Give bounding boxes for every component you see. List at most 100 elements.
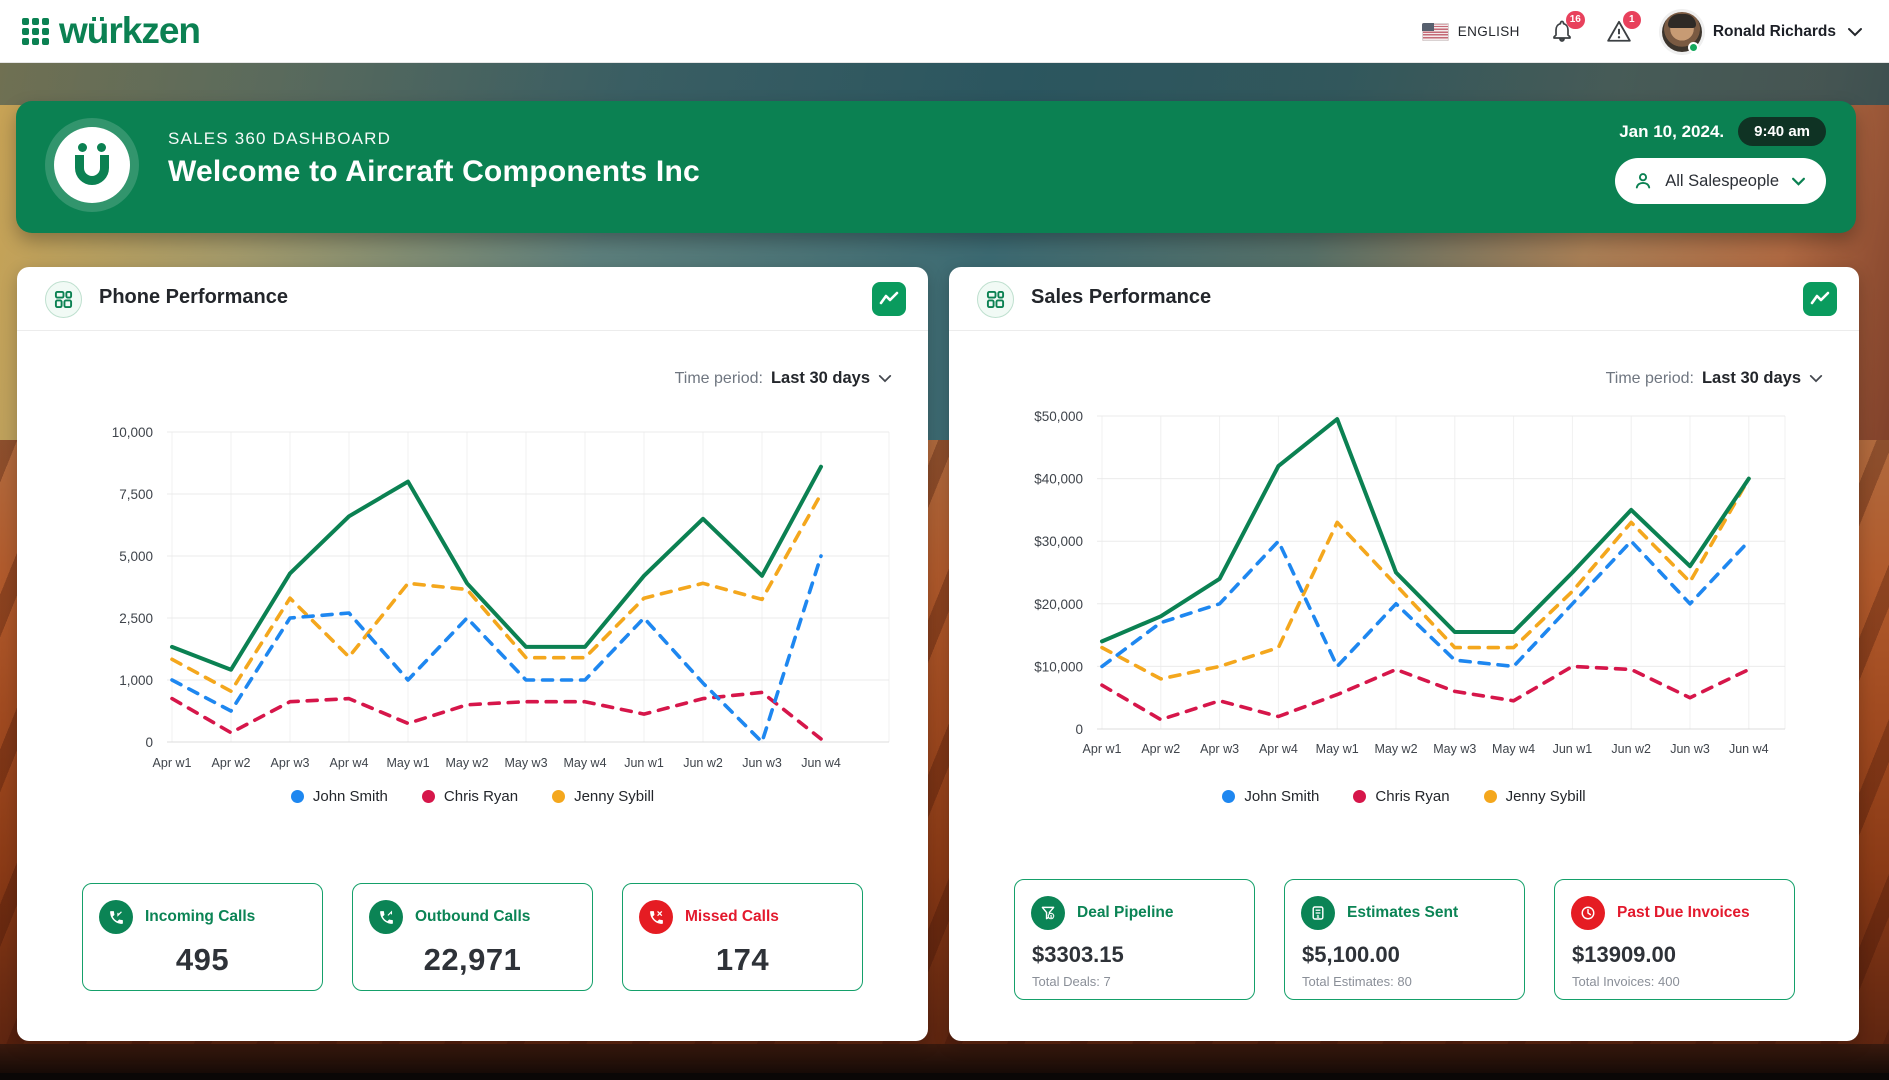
time-period-value: Last 30 days [770, 369, 870, 387]
top-header: würkzen ENGLISH 16 1 [0, 0, 1889, 63]
series-total [1100, 417, 1751, 644]
brand-logo[interactable]: würkzen [22, 12, 201, 50]
legend-item: Chris Ryan [421, 788, 519, 805]
legend-item: Chris Ryan [1353, 788, 1450, 805]
svg-text:10,000: 10,000 [112, 425, 153, 440]
incoming-calls-stat: Incoming Calls 495 [82, 883, 323, 991]
svg-text:$: $ [1317, 914, 1320, 920]
stat-value: 495 [175, 942, 230, 977]
trend-icon [1810, 291, 1830, 305]
svg-text:$20,000: $20,000 [1034, 597, 1083, 612]
time-period-value: Last 30 days [1701, 369, 1801, 387]
legend-dot-icon [552, 790, 566, 803]
background-sky-top [0, 63, 1889, 105]
missed-call-icon [639, 900, 673, 934]
legend-label: John Smith [1244, 788, 1320, 805]
legend-dot-icon [1353, 790, 1367, 803]
stat-label: Missed Calls [685, 908, 779, 925]
legend-label: Chris Ryan [443, 788, 519, 805]
online-status-dot [1687, 41, 1699, 53]
svg-text:Jun w3: Jun w3 [742, 756, 782, 770]
phone-performance-chart: Apr w1 Apr w2 Apr w3 Apr w4 May w1 May w2 May … [112, 425, 890, 770]
card-header: Phone Performance [17, 267, 928, 331]
card-title: Phone Performance [99, 286, 288, 308]
svg-text:$30,000: $30,000 [1034, 534, 1083, 549]
svg-text:Apr w1: Apr w1 [153, 756, 192, 770]
svg-text:Apr w2: Apr w2 [212, 756, 251, 770]
clock-icon [1571, 896, 1605, 930]
stat-label: Outbound Calls [415, 908, 531, 925]
alerts-button[interactable]: 1 [1606, 10, 1641, 45]
bell-icon [1552, 20, 1571, 42]
svg-text:Apr w3: Apr w3 [1200, 742, 1239, 756]
stat-label: Incoming Calls [145, 908, 256, 925]
legend-label: Chris Ryan [1375, 788, 1450, 805]
sales-performance-chart: Apr w1 Apr w2 Apr w3 Apr w4 May w1 May w2 May … [1034, 409, 1786, 756]
banner-eyebrow: SALES 360 DASHBOARD [168, 129, 392, 148]
svg-text:May w4: May w4 [563, 756, 606, 770]
series-chris-ryan [170, 690, 823, 741]
stat-subtext: Total Estimates: 80 [1302, 974, 1412, 989]
dashboard-icon [45, 281, 82, 318]
svg-text:Jun w1: Jun w1 [1553, 742, 1593, 756]
outbound-calls-stat: Outbound Calls 22,971 [352, 883, 593, 991]
chart-view-button[interactable] [872, 282, 906, 316]
us-flag-icon [1421, 22, 1449, 41]
salespeople-filter-button[interactable]: All Salespeople [1615, 158, 1826, 204]
outbound-call-icon [369, 900, 403, 934]
legend-item: Jenny Sybill [1483, 788, 1586, 805]
legend-dot-icon [1483, 790, 1497, 803]
language-selector[interactable]: ENGLISH [1421, 22, 1520, 41]
dashboard-icon [977, 281, 1014, 318]
past-due-invoices-stat: Past Due Invoices $13909.00 Total Invoic… [1554, 879, 1795, 1000]
notifications-badge: 16 [1565, 10, 1585, 29]
header-actions: ENGLISH 16 1 Ronald Richa [1421, 0, 1863, 63]
grid-dots-icon [22, 17, 49, 45]
svg-text:May w2: May w2 [1374, 742, 1417, 756]
svg-text:May w1: May w1 [1316, 742, 1359, 756]
salespeople-filter-label: All Salespeople [1665, 171, 1779, 190]
svg-text:Apr w3: Apr w3 [271, 756, 310, 770]
background-bottom-edge [0, 1073, 1889, 1080]
svg-text:May w3: May w3 [504, 756, 547, 770]
stat-subtext: Total Invoices: 400 [1572, 974, 1680, 989]
time-period-label: Time period: [1605, 369, 1694, 387]
missed-calls-stat: Missed Calls 174 [622, 883, 863, 991]
background-bottom-strip [0, 1044, 1889, 1074]
sales-performance-card: Sales Performance Time period: Last 30 d… [949, 267, 1859, 1041]
svg-text:May w4: May w4 [1492, 742, 1535, 756]
notifications-button[interactable]: 16 [1550, 10, 1585, 45]
series-chris-ryan [1100, 664, 1751, 722]
banner-right: Jan 10, 2024. 9:40 am All Salespeople [1615, 117, 1826, 204]
svg-text:Jun w2: Jun w2 [1611, 742, 1651, 756]
time-period-select[interactable]: Time period: Last 30 days [1606, 369, 1823, 388]
chart-view-button[interactable] [1803, 282, 1837, 316]
svg-text:Apr w4: Apr w4 [330, 756, 369, 770]
legend-label: Jenny Sybill [1505, 788, 1586, 805]
time-period-select[interactable]: Time period: Last 30 days [675, 369, 892, 388]
person-icon [1636, 173, 1651, 189]
svg-text:Jun w4: Jun w4 [1729, 742, 1769, 756]
legend-dot-icon [1222, 790, 1236, 803]
user-menu[interactable]: Ronald Richards [1661, 11, 1863, 53]
svg-text:2,500: 2,500 [119, 611, 153, 626]
svg-text:Jun w2: Jun w2 [683, 756, 723, 770]
chevron-down-icon [1792, 177, 1805, 186]
svg-text:$40,000: $40,000 [1034, 472, 1083, 487]
svg-text:Jun w4: Jun w4 [801, 756, 841, 770]
welcome-banner: SALES 360 DASHBOARD Welcome to Aircraft … [16, 101, 1856, 233]
stat-label: Deal Pipeline [1077, 904, 1174, 921]
legend-item: John Smith [1222, 788, 1319, 805]
chart-legend: John Smith Chris Ryan Jenny Sybill [949, 788, 1859, 805]
series-total [170, 464, 823, 672]
svg-text:May w3: May w3 [1433, 742, 1476, 756]
current-date: Jan 10, 2024. [1619, 121, 1725, 141]
estimates-sent-stat: $ Estimates Sent $5,100.00 Total Estimat… [1284, 879, 1525, 1000]
avatar [1661, 11, 1702, 53]
stat-value: $3303.15 [1032, 942, 1124, 967]
svg-text:May w1: May w1 [386, 756, 429, 770]
estimate-icon: $ [1301, 896, 1335, 930]
svg-text:$10,000: $10,000 [1034, 659, 1083, 674]
stat-value: 22,971 [423, 942, 522, 977]
svg-text:5,000: 5,000 [119, 549, 153, 564]
